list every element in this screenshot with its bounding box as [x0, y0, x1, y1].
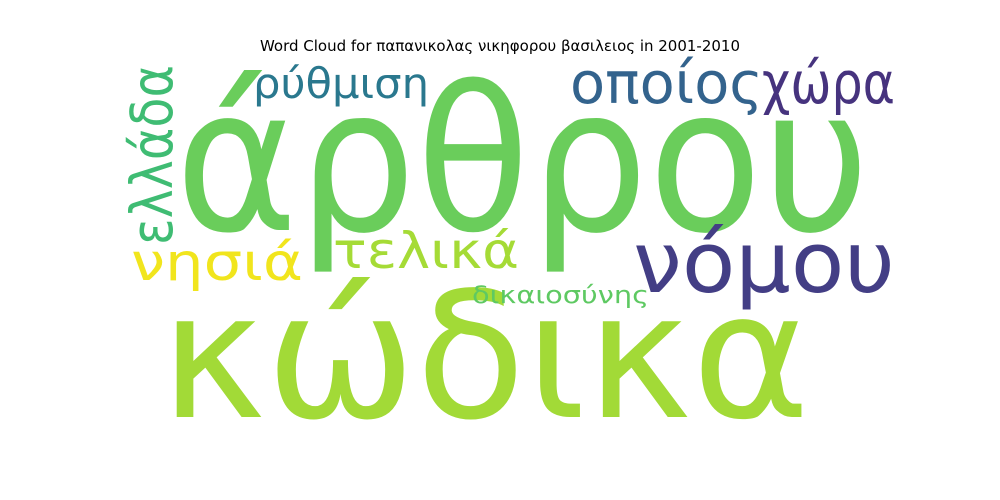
- word-4: οποίος: [570, 49, 763, 117]
- word-8: νησιά: [131, 233, 303, 293]
- word-5: χώρα: [762, 49, 895, 117]
- word-10: δικαιοσύνης: [472, 281, 649, 309]
- word-1: άρθρου: [175, 45, 870, 278]
- word-2: κώδικα: [160, 256, 810, 459]
- word-7: ρύθμιση: [253, 59, 429, 108]
- word-3: νόμου: [633, 214, 895, 313]
- word-9: τελικά: [333, 222, 519, 280]
- word-6: ελλάδα: [118, 65, 186, 245]
- chart-title: Word Cloud for παπανικολας νικηφορου βασ…: [259, 37, 741, 55]
